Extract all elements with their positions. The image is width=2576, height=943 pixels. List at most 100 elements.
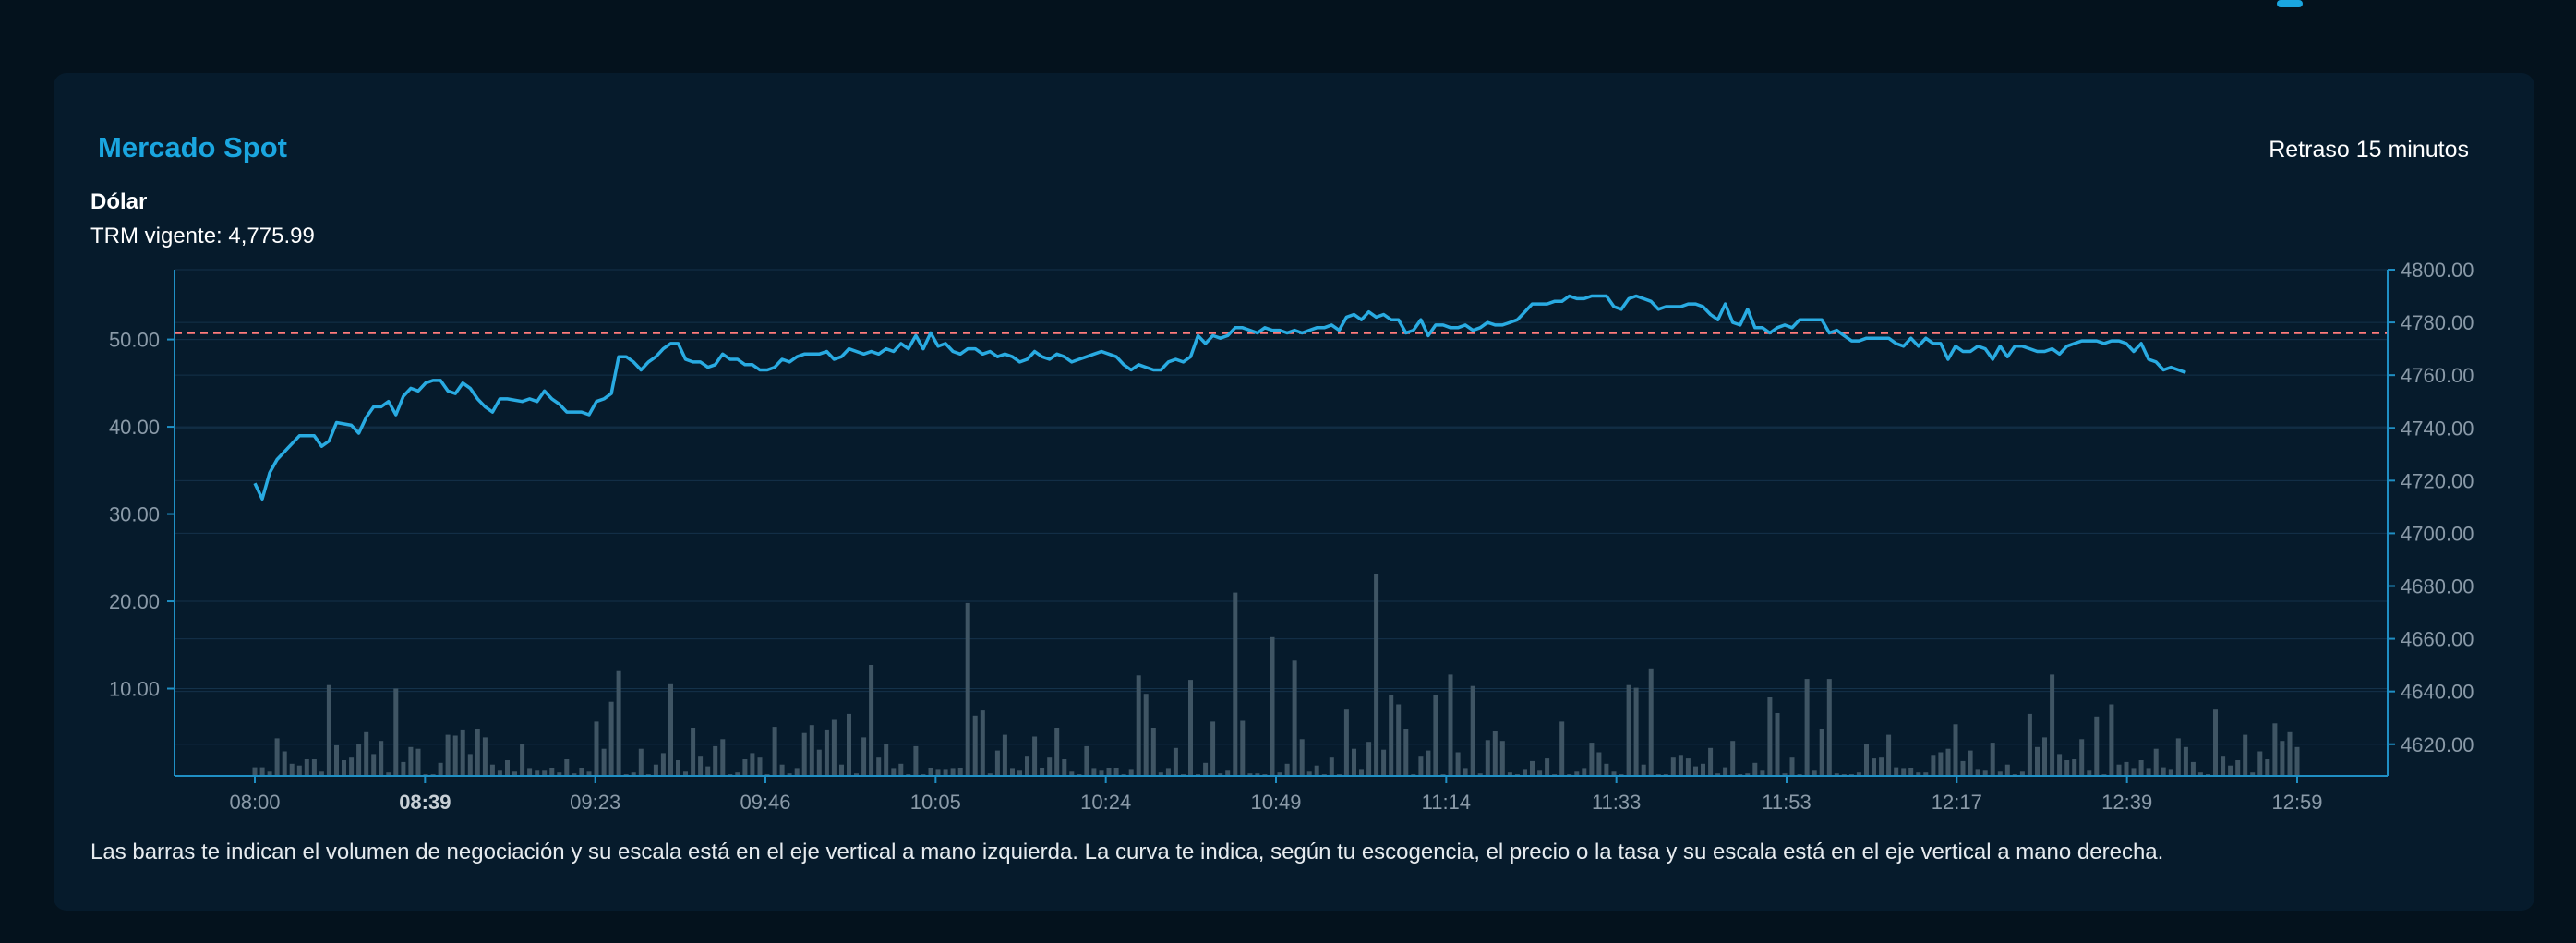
volume-bar [1225,770,1231,776]
volume-bar [742,759,748,776]
volume-bar [349,757,355,776]
volume-bar [1329,757,1334,776]
volume-bar [794,768,800,776]
volume-bar [2294,746,2300,776]
page-title: Mercado Spot [98,131,287,163]
trm-value: 4,775.99 [228,224,315,248]
x-tick-label: 10:49 [1250,791,1301,814]
volume-bar [972,715,978,776]
volume-bar [1426,750,1431,776]
volume-bar [1953,724,1958,776]
volume-bar [1760,770,1765,776]
volume-bar [638,748,644,776]
right-tick-label: 4720.00 [2401,469,2474,492]
volume-bar [482,737,488,776]
right-tick-label: 4680.00 [2401,575,2474,598]
volume-bar [1789,757,1795,776]
volume-bar [1708,747,1714,776]
volume-bar [994,750,1000,776]
x-tick-label: 10:05 [910,791,961,814]
volume-bar [1537,770,1543,776]
user-icon[interactable] [2269,0,2310,9]
volume-bar [1701,763,1705,776]
volume-bar [631,772,636,776]
volume-bar [1270,636,1275,776]
volume-bar [1596,752,1602,776]
volume-bar [1723,767,1728,776]
volume-bar [579,768,584,776]
volume-bar [987,773,993,776]
volume-bar [2138,760,2144,776]
volume-bar [1693,766,1698,776]
volume-bar [1284,763,1290,776]
volume-bar [1589,743,1595,776]
volume-bar [1010,768,1015,776]
left-tick-label: 40.00 [109,416,160,439]
volume-bar [691,728,696,776]
volume-bar [1017,770,1022,776]
volume-bar [2183,746,2188,776]
volume-bar [1872,758,1876,776]
volume-bar [379,741,384,776]
volume-bar [267,771,272,776]
volume-bar [1864,744,1869,776]
volume-bar [2175,738,2181,776]
volume-bar [252,767,258,776]
volume-bar [572,773,577,776]
volume-bar [2190,761,2196,776]
volume-bar [1559,721,1565,776]
volume-bar [1433,695,1438,776]
volume-bar [1343,709,1349,776]
volume-bar [965,602,970,776]
volume-bar [1359,769,1364,776]
left-tick-label: 10.00 [109,678,160,701]
volume-bar [1670,757,1676,776]
volume-bar [1856,772,1861,776]
volume-bar [1233,592,1238,776]
volume-bar [2079,739,2085,776]
volume-bar [1916,772,1921,776]
volume-bar [1826,679,1832,776]
volume-bar [1352,748,1356,776]
price-line [253,294,2186,502]
volume-bar [311,759,317,776]
volume-bar [467,754,473,776]
volume-bar [876,757,882,776]
x-tick-label: 08:00 [229,791,280,814]
x-tick-label: 12:17 [1932,791,1982,814]
volume-bar [326,684,331,776]
volume-bar [1173,747,1178,776]
volume-bar [1403,729,1409,776]
x-tick-label: 11:33 [1592,791,1641,814]
volume-bar [683,771,688,776]
volume-bar [720,739,726,776]
volume-bar [847,713,851,776]
volume-bar [586,771,592,776]
volume-bar [608,701,614,776]
x-tick-label: 12:39 [2101,791,2152,814]
volume-bar [861,737,867,776]
volume-bar [2124,761,2129,776]
volume-bar [1685,758,1691,776]
volume-bar [1306,771,1312,776]
volume-bar [1530,760,1535,776]
volume-bar [2064,760,2070,776]
volume-bar [289,763,295,776]
volume-bar [415,748,421,776]
volume-bar [535,770,540,776]
volume-bar [884,744,889,776]
volume-bar [1396,704,1402,776]
volume-bar [801,732,807,776]
volume-bar [1366,742,1372,776]
volume-bar [282,751,287,776]
volume-bar [616,670,621,776]
x-tick-label: 11:14 [1422,791,1471,814]
volume-bar [1106,768,1112,776]
volume-bar [601,748,607,776]
volume-bar [2057,754,2063,776]
x-tick-label: 08:39 [399,791,451,814]
volume-bar [839,764,844,776]
volume-bar [408,746,414,776]
volume-bar [2257,751,2263,776]
